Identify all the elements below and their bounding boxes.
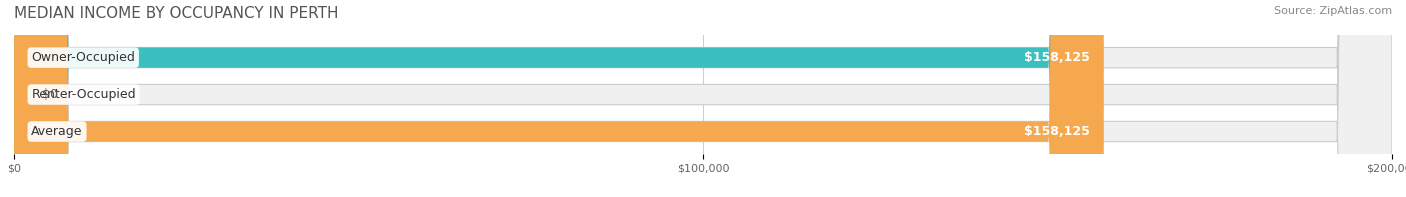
FancyBboxPatch shape xyxy=(14,0,1392,197)
Text: $158,125: $158,125 xyxy=(1024,51,1090,64)
Text: $158,125: $158,125 xyxy=(1024,125,1090,138)
Text: Average: Average xyxy=(31,125,83,138)
FancyBboxPatch shape xyxy=(14,0,1104,197)
Text: MEDIAN INCOME BY OCCUPANCY IN PERTH: MEDIAN INCOME BY OCCUPANCY IN PERTH xyxy=(14,6,339,21)
FancyBboxPatch shape xyxy=(14,0,1392,197)
Text: Owner-Occupied: Owner-Occupied xyxy=(31,51,135,64)
Text: $0: $0 xyxy=(42,88,58,101)
Text: Renter-Occupied: Renter-Occupied xyxy=(31,88,136,101)
Text: Source: ZipAtlas.com: Source: ZipAtlas.com xyxy=(1274,6,1392,16)
FancyBboxPatch shape xyxy=(14,0,1104,197)
FancyBboxPatch shape xyxy=(14,0,1392,197)
